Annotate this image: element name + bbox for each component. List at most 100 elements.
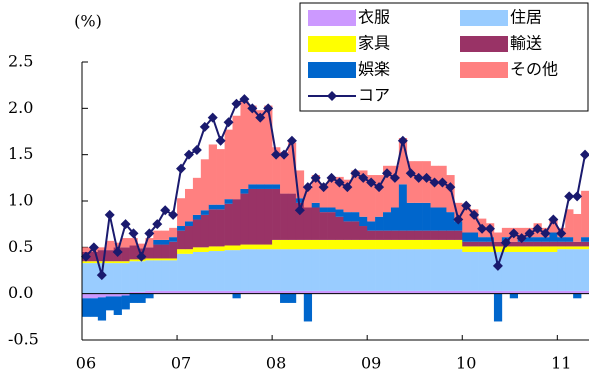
bar-segment xyxy=(414,249,423,291)
line-marker xyxy=(247,103,258,114)
bar-segment xyxy=(232,250,241,291)
bar-segment xyxy=(184,249,194,254)
line-marker xyxy=(405,168,416,179)
bar-segment xyxy=(208,204,217,210)
bar-segment xyxy=(335,209,344,217)
line-marker xyxy=(453,214,464,225)
bar-segment xyxy=(565,249,574,291)
bar-segment xyxy=(375,249,384,291)
x-tick-label: 11 xyxy=(551,354,571,373)
bar-segment xyxy=(493,290,503,294)
bar-segment xyxy=(145,247,154,259)
bar-segment xyxy=(200,214,210,248)
bar-segment xyxy=(533,241,542,247)
line-marker xyxy=(477,223,488,234)
bar-segment xyxy=(493,232,503,242)
line-marker xyxy=(342,182,353,193)
bar-segment xyxy=(501,227,511,238)
bar-segment xyxy=(462,232,471,242)
bar-segment xyxy=(208,290,217,294)
bar-segment xyxy=(129,291,138,294)
bar-segment xyxy=(549,251,558,291)
bar-segment xyxy=(161,239,170,245)
bar-segment xyxy=(272,239,281,250)
bar-segment xyxy=(89,298,99,317)
bar-segment xyxy=(208,209,217,247)
bar-segment xyxy=(280,293,289,303)
bar-segment xyxy=(501,251,511,291)
bar-segment xyxy=(303,239,313,250)
bar-segment xyxy=(557,241,566,247)
bar-segment xyxy=(113,261,122,264)
bar-segment xyxy=(287,142,297,194)
bar-segment xyxy=(295,202,305,240)
bar-segment xyxy=(232,245,241,251)
bar-segment xyxy=(256,249,265,291)
line-marker xyxy=(532,223,543,234)
bar-segment xyxy=(406,161,416,203)
bar-segment xyxy=(462,251,471,291)
bar-segment xyxy=(509,251,519,291)
bar-segment xyxy=(375,290,384,294)
bar-segment xyxy=(509,241,519,247)
line-marker xyxy=(469,209,480,220)
bar-segment xyxy=(581,237,589,242)
line-marker xyxy=(318,182,329,193)
y-tick-label: 1.0 xyxy=(8,191,33,210)
bar-segment xyxy=(478,290,487,294)
bar-segment xyxy=(478,251,487,291)
bar-segment xyxy=(422,202,431,231)
bar-segment xyxy=(359,239,368,250)
bar-segment xyxy=(501,290,511,294)
bar-segment xyxy=(422,290,431,294)
bar-segment xyxy=(232,115,241,200)
line-marker xyxy=(215,135,226,146)
bar-segment xyxy=(367,290,376,294)
bar-segment xyxy=(192,290,202,294)
line-marker xyxy=(389,172,400,183)
bar-segment xyxy=(105,250,114,262)
bar-segment xyxy=(501,246,511,252)
bar-segment xyxy=(343,221,352,240)
bar-segment xyxy=(398,249,408,291)
bar-segment xyxy=(248,249,257,291)
bar-segment xyxy=(248,290,257,294)
bar-segment xyxy=(169,290,178,294)
line-marker xyxy=(112,246,123,257)
bar-segment xyxy=(517,290,526,294)
bar-segment xyxy=(343,212,352,222)
bar-segment xyxy=(311,207,320,240)
bar-segment xyxy=(256,290,265,294)
bar-segment xyxy=(137,261,146,292)
bar-segment xyxy=(327,212,336,240)
bar-segment xyxy=(470,241,479,247)
line-marker xyxy=(191,145,202,156)
bar-segment xyxy=(486,290,495,294)
bar-segment xyxy=(478,237,487,242)
bar-segment xyxy=(343,249,352,291)
bar-segment xyxy=(430,230,439,240)
bar-segment xyxy=(438,239,447,250)
bar-segment xyxy=(264,249,273,291)
bar-segment xyxy=(525,237,534,242)
bar-segment xyxy=(89,251,99,262)
legend-label: 家具 xyxy=(358,34,390,53)
bar-segment xyxy=(430,207,439,231)
legend-label: コア xyxy=(358,86,390,105)
bar-segment xyxy=(359,226,368,240)
bar-segment xyxy=(216,149,225,205)
bar-segment xyxy=(383,165,392,213)
bar-segment xyxy=(303,249,313,291)
bar-segment xyxy=(153,244,162,259)
bar-segment xyxy=(462,290,471,294)
bar-segment xyxy=(367,175,376,222)
legend-label: その他 xyxy=(510,60,558,79)
bar-segment xyxy=(343,179,352,213)
bar-segment xyxy=(398,239,408,250)
bar-segment xyxy=(184,253,194,291)
bar-segment xyxy=(557,290,566,294)
bar-segment xyxy=(311,249,320,291)
bar-segment xyxy=(192,251,202,291)
bar-segment xyxy=(327,179,336,208)
bar-segment xyxy=(169,227,178,238)
